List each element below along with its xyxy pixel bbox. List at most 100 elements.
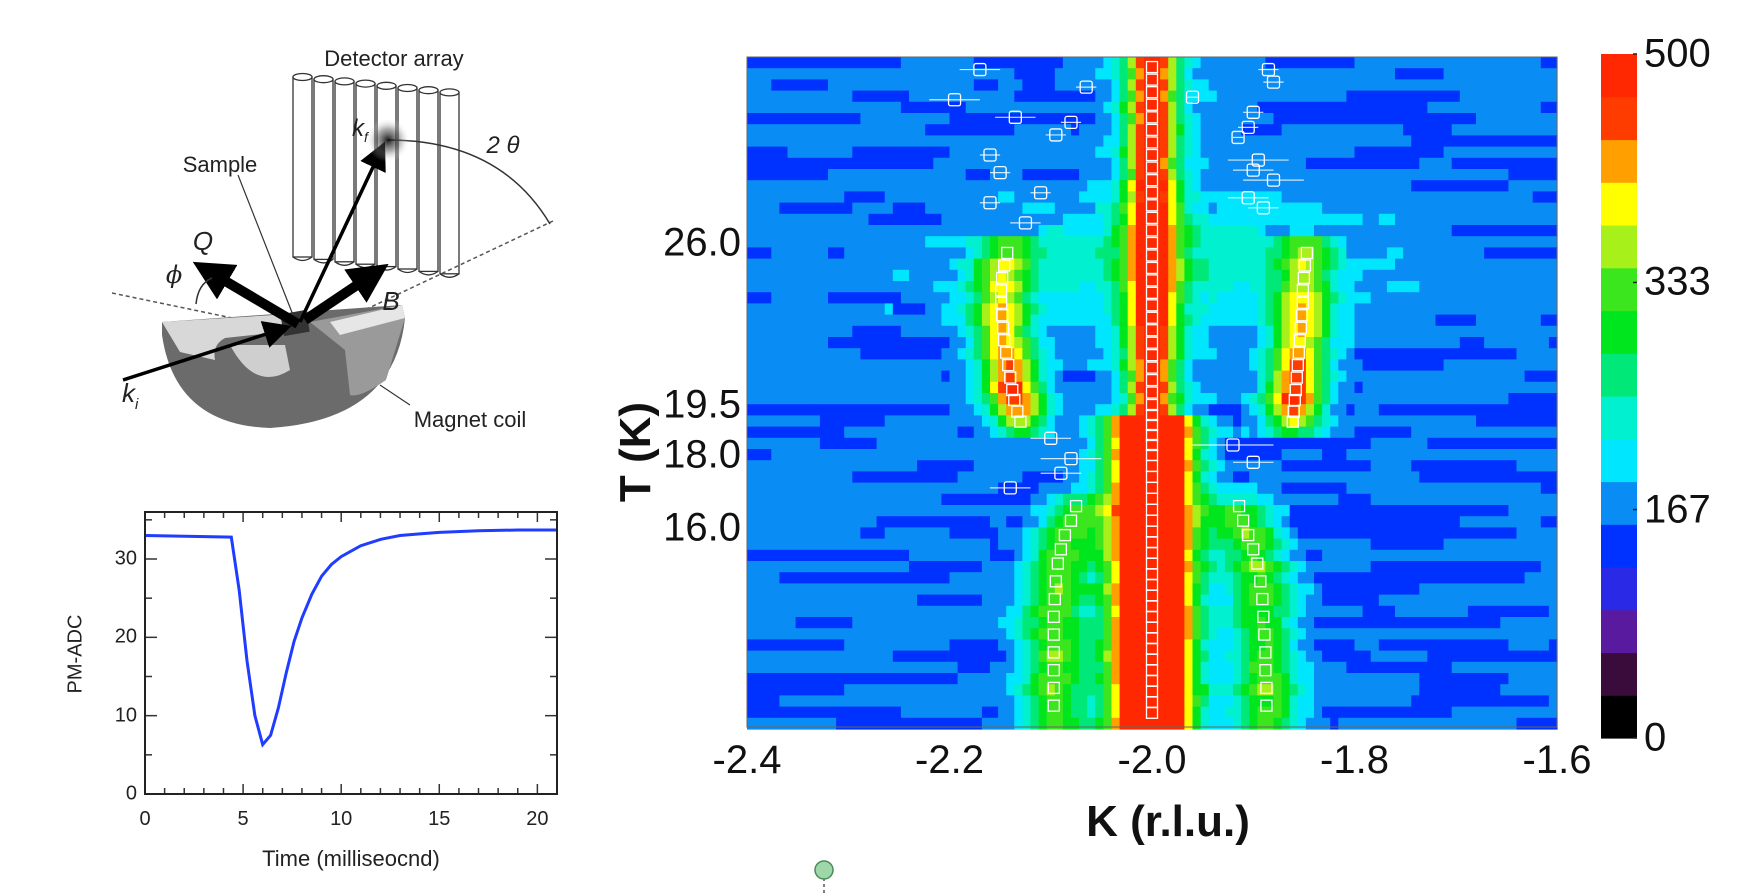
heatmap-cell	[836, 415, 845, 428]
heatmap-cell	[1338, 146, 1347, 159]
heatmap-cell	[933, 471, 942, 484]
heatmap-cell	[1006, 426, 1015, 439]
heatmap-cell	[909, 583, 918, 596]
heatmap-cell	[1476, 359, 1485, 372]
heatmap-cell	[1054, 303, 1064, 316]
heatmap-cell	[1184, 583, 1194, 596]
heatmap-cell	[1071, 79, 1080, 92]
heatmap-cell	[852, 561, 861, 573]
heatmap-cell	[1087, 404, 1096, 416]
heatmap-cell	[973, 415, 983, 428]
heatmap-cell	[1046, 113, 1056, 125]
heatmap-cell	[1257, 482, 1266, 495]
heatmap-cell	[973, 124, 983, 136]
heatmap-cell	[1330, 370, 1339, 383]
heatmap-cell	[763, 404, 772, 416]
heatmap-cell	[981, 247, 991, 260]
heatmap-cell	[1257, 561, 1266, 573]
heatmap-cell	[1467, 516, 1477, 528]
heatmap-cell	[900, 460, 910, 472]
heatmap-cell	[1224, 79, 1234, 92]
heatmap-cell	[1476, 258, 1485, 271]
heatmap-cell	[884, 538, 894, 551]
heatmap-cell	[1378, 79, 1388, 92]
heatmap-cell	[771, 180, 780, 192]
phi-arc	[195, 277, 213, 305]
heatmap-cell	[1111, 269, 1121, 282]
heatmap-cell	[860, 404, 870, 416]
heatmap-cell	[1071, 269, 1080, 282]
heatmap-cell	[860, 258, 870, 271]
heatmap-cell	[990, 180, 999, 192]
heatmap-cell	[1370, 169, 1380, 181]
heatmap-cell	[1176, 538, 1185, 551]
heatmap-cell	[803, 281, 813, 293]
heatmap-cell	[1378, 135, 1388, 148]
heatmap-cell	[828, 594, 837, 607]
heatmap-cell	[1192, 101, 1202, 114]
heatmap-cell	[1135, 561, 1145, 573]
heatmap-cell	[795, 113, 805, 125]
heatmap-cell	[1184, 572, 1194, 584]
heatmap-cell	[1103, 549, 1113, 562]
heatmap-cell	[1386, 101, 1396, 114]
heatmap-cell	[1233, 538, 1242, 551]
heatmap-cell	[1241, 471, 1250, 484]
heatmap-cell	[1233, 549, 1242, 562]
heatmap-cell	[1087, 180, 1096, 192]
heatmap-cell	[1030, 281, 1040, 293]
heatmap-cell	[803, 303, 813, 316]
heatmap-cell	[852, 113, 861, 125]
heatmap-cell	[1200, 68, 1210, 80]
detector-tube-bottom	[292, 256, 313, 262]
heatmap-cell	[909, 180, 918, 192]
heatmap-cell	[860, 359, 870, 372]
heatmap-cell	[1030, 572, 1040, 584]
heatmap-cell	[1346, 303, 1356, 316]
heatmap-cell	[876, 314, 886, 327]
heatmap-cell	[1508, 314, 1518, 327]
heatmap-cell	[1524, 437, 1534, 450]
heatmap-cell	[755, 572, 764, 584]
heatmap-cell	[1532, 225, 1542, 237]
heatmap-cell	[876, 213, 886, 226]
heatmap-cell	[771, 314, 780, 327]
heatmap-cell	[844, 460, 853, 472]
heatmap-cell	[1411, 493, 1420, 506]
heatmap-cell	[876, 493, 886, 506]
heatmap-cell	[1241, 303, 1250, 316]
heatmap-cell	[811, 124, 821, 136]
heatmap-cell	[1119, 348, 1129, 360]
heatmap-cell	[990, 303, 999, 316]
heatmap-cell	[787, 180, 797, 192]
heatmap-cell	[1419, 538, 1428, 551]
heatmap-cell	[1111, 90, 1121, 103]
heatmap-cell	[1305, 449, 1315, 461]
heatmap-cell	[1322, 124, 1331, 136]
heatmap-cell	[1508, 68, 1518, 80]
heatmap-cell	[933, 538, 942, 551]
heatmap-cell	[1435, 337, 1445, 349]
heatmap-cell	[828, 404, 837, 416]
heatmap-cell	[1427, 269, 1437, 282]
heatmap-cell	[1046, 236, 1056, 248]
heatmap-cell	[1046, 594, 1056, 607]
heatmap-cell	[1532, 516, 1542, 528]
heatmap-cell	[1143, 90, 1153, 103]
heatmap-cell	[1022, 381, 1032, 394]
heatmap-cell	[1297, 247, 1307, 260]
heatmap-cell	[1087, 482, 1096, 495]
heatmap-cell	[795, 247, 805, 260]
heatmap-cell	[1038, 426, 1048, 439]
heatmap-cell	[1386, 90, 1396, 103]
heatmap-cell	[1403, 572, 1412, 584]
heatmap-cell	[1378, 68, 1388, 80]
heatmap-cell	[795, 449, 805, 461]
heatmap-cell	[1354, 135, 1364, 148]
heatmap-cell	[933, 258, 942, 271]
heatmap-cell	[1054, 359, 1064, 372]
heatmap-cell	[949, 370, 959, 383]
heatmap-cell	[1119, 202, 1129, 215]
heatmap-cell	[1216, 337, 1226, 349]
heatmap-cell	[1184, 269, 1194, 282]
